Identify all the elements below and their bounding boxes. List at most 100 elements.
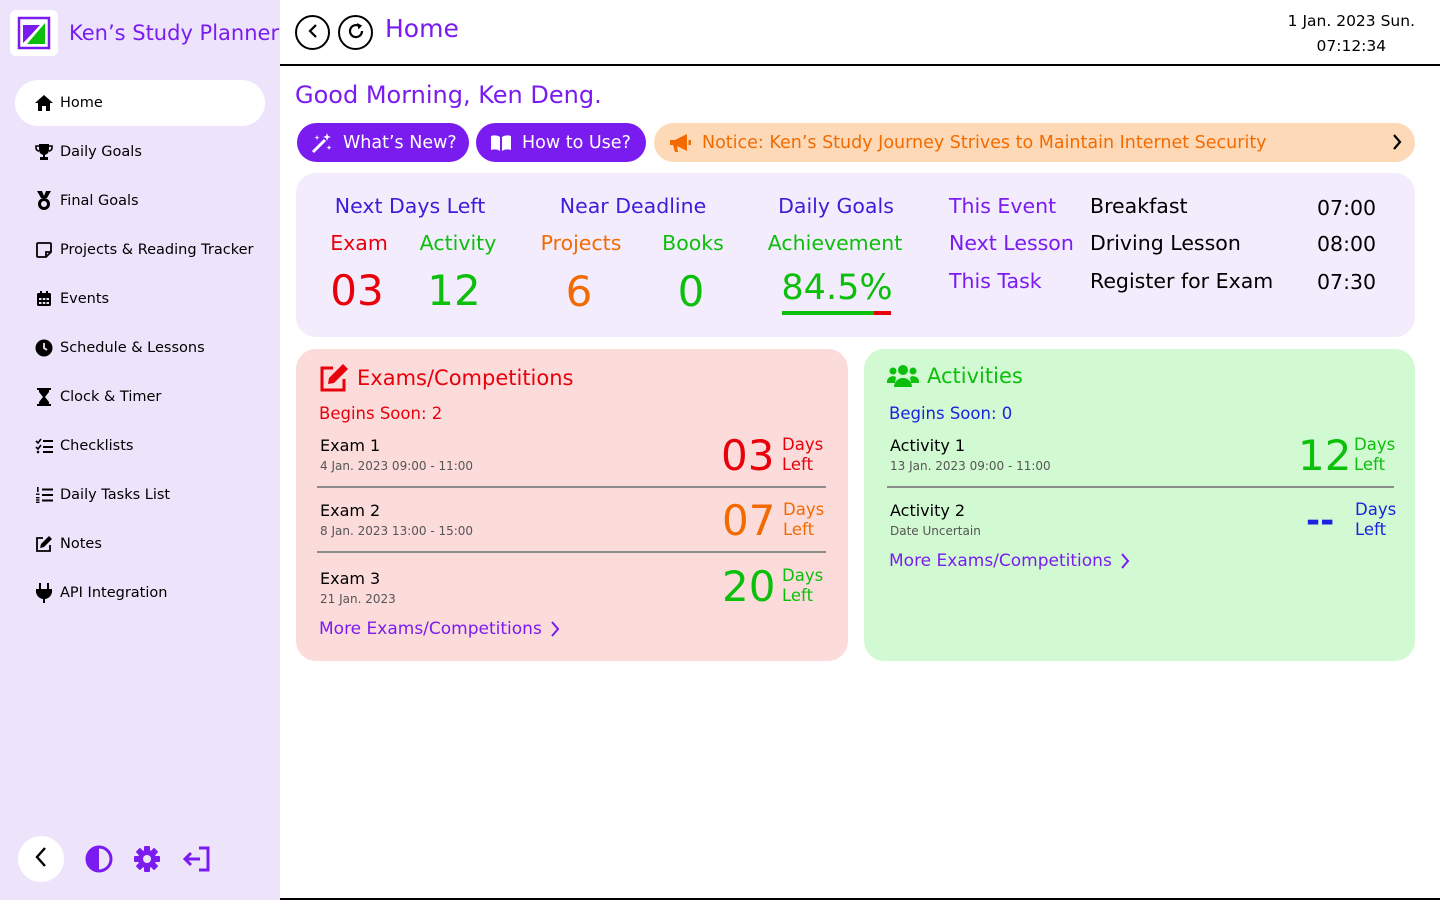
contrast-icon[interactable] — [84, 844, 114, 874]
users-icon — [887, 363, 919, 389]
calendar-icon — [34, 289, 54, 309]
sidebar-item-label: Clock & Timer — [60, 389, 162, 405]
edit-icon — [34, 534, 54, 554]
note-icon — [34, 240, 54, 260]
exam-days-count: 03 — [721, 431, 775, 480]
more-exams-label: More Exams/Competitions — [319, 619, 542, 639]
chevron-left-icon — [34, 846, 48, 872]
top-bar: Home 1 Jan. 2023 Sun. 07:12:34 — [280, 0, 1440, 66]
trophy-icon — [34, 142, 54, 162]
activities-title: Activities — [927, 364, 1023, 388]
this-event-time: 07:00 — [1317, 196, 1377, 220]
sidebar-item-projects[interactable]: Projects & Reading Tracker — [15, 227, 265, 273]
sidebar-item-label: Final Goals — [60, 193, 139, 209]
sidebar-item-label: Schedule & Lessons — [60, 340, 205, 356]
sidebar-item-label: Home — [60, 95, 103, 111]
activity-days-count: 12 — [1298, 431, 1352, 480]
days-left-label: Days Left — [782, 435, 824, 474]
checklist-icon — [34, 436, 54, 456]
exam-name: Exam 1 — [320, 436, 381, 455]
next-lesson-name: Driving Lesson — [1090, 231, 1241, 255]
exam-days-count: 07 — [722, 496, 776, 545]
books-label: Books — [662, 231, 724, 255]
chevron-left-icon — [307, 23, 319, 43]
divider — [887, 486, 1394, 488]
list-item[interactable]: Exam 2 8 Jan. 2023 13:00 - 15:00 07 Days… — [317, 498, 826, 562]
magic-wand-icon — [311, 132, 333, 154]
sidebar-item-schedule[interactable]: Schedule & Lessons — [15, 325, 265, 371]
divider — [317, 551, 826, 553]
exam-label: Exam — [330, 231, 388, 255]
exam-days-value: 03 — [330, 266, 384, 315]
chevron-right-icon — [1120, 552, 1130, 570]
brand[interactable]: Ken’s Study Planner — [10, 10, 279, 56]
notice-text: Notice: Ken’s Study Journey Strives to M… — [702, 132, 1267, 153]
list-item[interactable]: Activity 2 Date Uncertain -- Days Left — [887, 498, 1396, 562]
sign-out-icon[interactable] — [182, 844, 212, 874]
notice-banner[interactable]: Notice: Ken’s Study Journey Strives to M… — [654, 123, 1415, 162]
activities-card: Activities Begins Soon: 0 Activity 1 13 … — [864, 349, 1415, 661]
sidebar-nav: Home Daily Goals Final Goals Projects & … — [15, 80, 265, 619]
more-activities-label: More Exams/Competitions — [889, 551, 1112, 571]
days-left-label: Days Left — [783, 500, 825, 539]
achievement-label: Achievement — [767, 231, 903, 255]
app-logo-icon — [10, 10, 58, 56]
medal-icon — [34, 191, 54, 211]
sidebar-item-label: API Integration — [60, 585, 168, 601]
back-button[interactable] — [295, 15, 330, 50]
exams-title: Exams/Competitions — [357, 366, 574, 390]
refresh-button[interactable] — [338, 15, 373, 50]
next-lesson-time: 08:00 — [1317, 232, 1377, 256]
current-time: 07:12:34 — [1316, 37, 1387, 55]
whats-new-button[interactable]: What’s New? — [297, 123, 469, 162]
app-title: Ken’s Study Planner — [69, 21, 280, 45]
exam-name: Exam 3 — [320, 569, 381, 588]
sidebar-item-label: Daily Goals — [60, 144, 142, 160]
sidebar-item-final-goals[interactable]: Final Goals — [15, 178, 265, 224]
exams-card: Exams/Competitions Begins Soon: 2 Exam 1… — [296, 349, 848, 661]
achievement-progress-fill — [782, 311, 875, 315]
activities-card-title: Activities — [887, 363, 1023, 389]
this-task-time: 07:30 — [1317, 270, 1377, 294]
sidebar-item-home[interactable]: Home — [15, 80, 265, 126]
sidebar-item-label: Events — [60, 291, 110, 307]
next-days-left-title: Next Days Left — [334, 194, 486, 218]
sidebar-item-checklists[interactable]: Checklists — [15, 423, 265, 469]
divider — [317, 486, 826, 488]
sidebar-bottom-bar — [18, 836, 212, 882]
bullhorn-icon — [668, 132, 692, 154]
sidebar-item-label: Notes — [60, 536, 102, 552]
sidebar-item-events[interactable]: Events — [15, 276, 265, 322]
refresh-icon — [347, 22, 365, 44]
more-exams-link[interactable]: More Exams/Competitions — [319, 619, 560, 639]
greeting: Good Morning, Ken Deng. — [295, 81, 602, 109]
sidebar-item-daily-goals[interactable]: Daily Goals — [15, 129, 265, 175]
sidebar-item-clock-timer[interactable]: Clock & Timer — [15, 374, 265, 420]
bottom-border — [280, 898, 1440, 900]
daily-goals-title: Daily Goals — [778, 194, 894, 218]
exam-days-count: 20 — [722, 562, 776, 611]
sidebar-item-api[interactable]: API Integration — [15, 570, 265, 616]
collapse-sidebar-button[interactable] — [18, 836, 64, 882]
this-event-name: Breakfast — [1090, 194, 1188, 218]
gear-icon[interactable] — [132, 844, 162, 874]
more-activities-link[interactable]: More Exams/Competitions — [889, 551, 1130, 571]
list-item[interactable]: Activity 1 13 Jan. 2023 09:00 - 11:00 12… — [887, 433, 1396, 497]
chevron-right-icon — [1391, 132, 1403, 152]
sidebar-item-label: Projects & Reading Tracker — [60, 242, 254, 258]
this-task-label: This Task — [949, 269, 1042, 293]
sidebar-item-notes[interactable]: Notes — [15, 521, 265, 567]
clock-icon — [34, 338, 54, 358]
activity-days-count: -- — [1306, 501, 1335, 541]
near-deadline-title: Near Deadline — [559, 194, 707, 218]
house-icon — [34, 93, 54, 113]
next-lesson-label: Next Lesson — [949, 231, 1074, 255]
list-item[interactable]: Exam 3 21 Jan. 2023 20 Days Left — [317, 566, 826, 630]
stats-panel: Next Days Left Exam Activity 03 12 Near … — [296, 173, 1415, 337]
sidebar-item-daily-tasks[interactable]: Daily Tasks List — [15, 472, 265, 518]
list-item[interactable]: Exam 1 4 Jan. 2023 09:00 - 11:00 03 Days… — [317, 433, 826, 497]
activity-date: 13 Jan. 2023 09:00 - 11:00 — [890, 459, 1051, 473]
this-task-name: Register for Exam — [1090, 269, 1274, 293]
how-to-use-button[interactable]: How to Use? — [476, 123, 646, 162]
projects-value: 6 — [565, 267, 593, 316]
